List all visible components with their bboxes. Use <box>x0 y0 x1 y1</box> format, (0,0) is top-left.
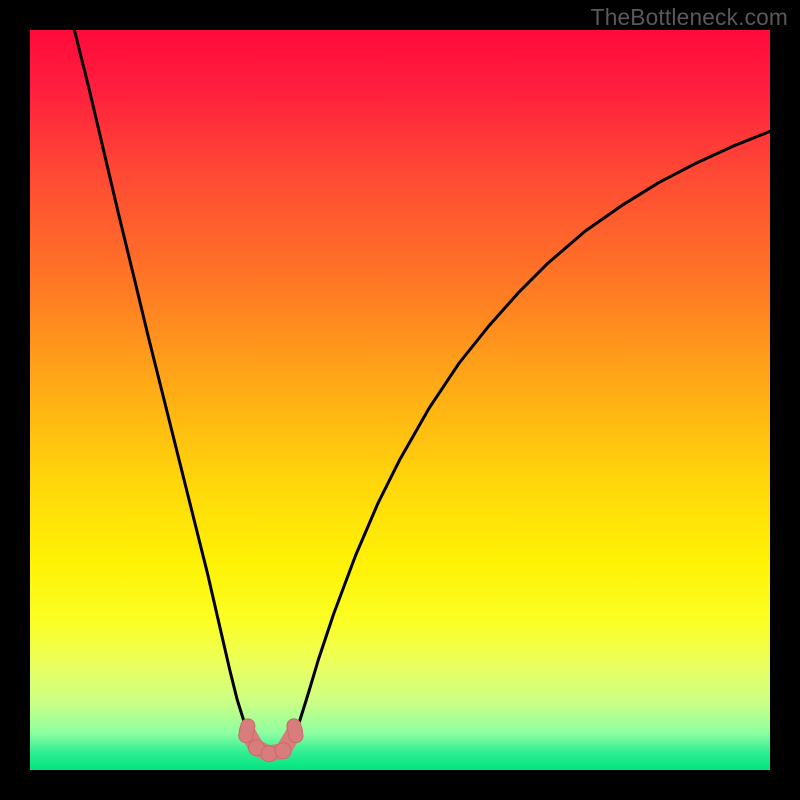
marker-dot <box>275 743 291 759</box>
bottleneck-curve-chart <box>0 0 800 800</box>
chart-frame: TheBottleneck.com <box>0 0 800 800</box>
plot-background <box>30 30 770 770</box>
marker-dot <box>261 746 277 762</box>
watermark-text: TheBottleneck.com <box>591 4 788 31</box>
